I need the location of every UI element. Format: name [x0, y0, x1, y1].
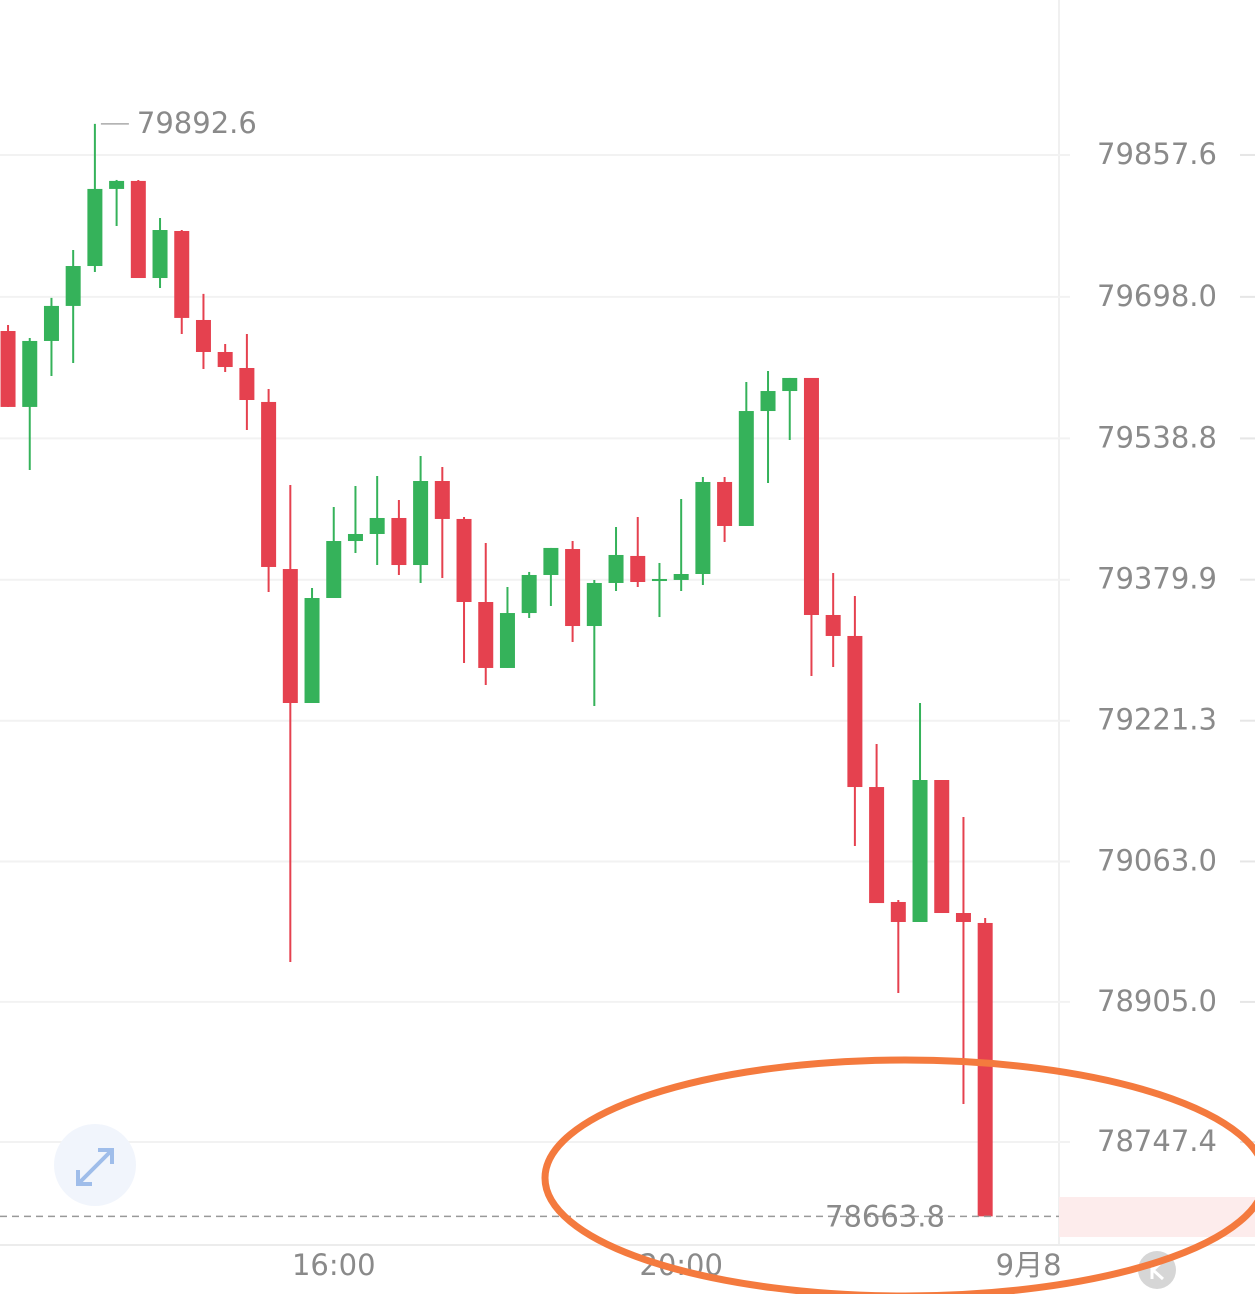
candle-body: [261, 401, 277, 567]
candle-body: [152, 230, 168, 279]
x-tick-label: 9月8: [996, 1248, 1062, 1282]
candle-body: [912, 780, 928, 922]
candle-body: [87, 188, 103, 267]
candle-body: [586, 582, 602, 627]
y-tick-label: 79698.0: [1097, 279, 1217, 313]
candle-body: [977, 922, 993, 1217]
candle-body: [369, 517, 385, 534]
candle-body: [890, 901, 906, 922]
x-tick-label: 16:00: [292, 1248, 376, 1282]
y-tick-label: 79538.8: [1097, 420, 1217, 454]
candle-body: [543, 547, 559, 575]
candle-body: [43, 305, 59, 341]
y-tick-label: 79379.9: [1097, 562, 1217, 596]
candle-body: [869, 787, 885, 904]
candle-body: [326, 541, 342, 599]
candle-body: [782, 377, 798, 392]
candle-body: [695, 481, 711, 574]
candle-body: [825, 614, 841, 636]
candle-body: [174, 230, 190, 318]
candle-body: [65, 266, 81, 306]
candle-body: [130, 180, 146, 279]
candle-body: [478, 602, 494, 668]
candle-body: [434, 481, 450, 519]
candle-body: [239, 367, 255, 401]
candle-body: [499, 613, 515, 668]
candle-body: [760, 391, 776, 412]
candle-body: [347, 533, 363, 542]
candle-body: [0, 331, 16, 407]
high-label: 79892.6: [137, 106, 257, 140]
candle-body: [651, 578, 667, 582]
candle-body: [608, 554, 624, 583]
candle-body: [391, 517, 407, 566]
candle-body: [521, 574, 537, 614]
candle-body: [22, 340, 38, 407]
y-tick-label: 78747.4: [1097, 1124, 1217, 1158]
candles: [0, 123, 993, 1217]
candle-body: [738, 411, 754, 526]
highlight-circle: [541, 1056, 1255, 1294]
y-tick-label: 79221.3: [1097, 703, 1217, 737]
candle-body: [955, 913, 971, 922]
y-tick-label: 79857.6: [1097, 137, 1217, 171]
y-tick-label: 78905.0: [1097, 984, 1217, 1018]
candle-body: [630, 555, 646, 583]
expand-icon: [76, 1148, 114, 1186]
last-price-inline-label: 78663.8: [825, 1199, 945, 1233]
candle-body: [565, 549, 581, 627]
candle-body: [195, 319, 211, 352]
y-tick-label: 79063.0: [1097, 843, 1217, 877]
candle-body: [282, 569, 298, 704]
candle-body: [456, 518, 472, 603]
candle-body: [803, 377, 819, 615]
candle-body: [217, 351, 233, 368]
grid: [0, 153, 1255, 1144]
candle-body: [934, 780, 950, 914]
candle-body: [717, 481, 733, 526]
candle-body: [413, 481, 429, 566]
candle-body: [847, 635, 863, 788]
candle-body: [109, 180, 125, 189]
candle-body: [304, 598, 320, 704]
candle-body: [673, 573, 689, 580]
